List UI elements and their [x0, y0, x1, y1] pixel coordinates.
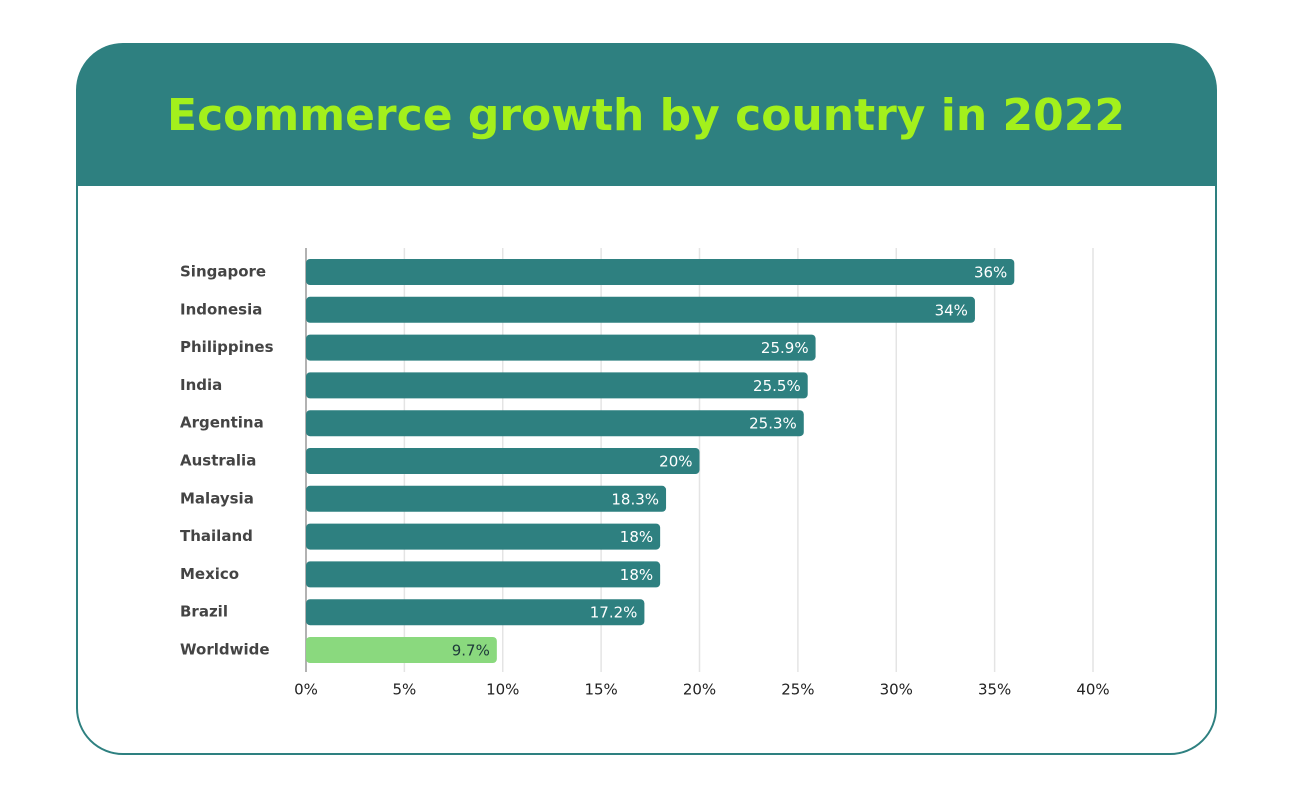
- bar: [306, 410, 804, 437]
- bar: [306, 637, 497, 663]
- y-tick-label: India: [180, 376, 222, 394]
- value-label: 20%: [659, 453, 692, 471]
- bar: [306, 448, 700, 474]
- y-tick-label: Worldwide: [180, 641, 270, 659]
- value-label: 25.5%: [753, 377, 801, 395]
- x-tick-label: 15%: [584, 681, 617, 699]
- y-tick-label: Mexico: [180, 565, 239, 583]
- value-label: 17.2%: [590, 604, 638, 622]
- bar: [306, 259, 1015, 285]
- y-tick-label: Indonesia: [180, 300, 262, 318]
- y-tick-label: Brazil: [180, 603, 228, 621]
- value-label: 18.3%: [611, 490, 659, 508]
- value-label: 9.7%: [452, 642, 490, 660]
- value-label: 36%: [974, 264, 1007, 282]
- x-tick-label: 25%: [781, 681, 814, 699]
- value-label: 25.9%: [761, 339, 809, 357]
- bar: [306, 296, 975, 323]
- chart-title: Ecommerce growth by country in 2022: [167, 90, 1125, 141]
- x-tick-label: 0%: [294, 681, 318, 699]
- value-label: 34%: [935, 301, 968, 319]
- x-tick-label: 30%: [880, 681, 913, 699]
- bar: [306, 372, 808, 399]
- x-tick-label: 5%: [392, 681, 416, 699]
- y-tick-label: Philippines: [180, 338, 274, 356]
- x-tick-label: 35%: [978, 681, 1011, 699]
- value-label: 18%: [620, 528, 653, 546]
- bar: [306, 523, 661, 550]
- bar: [306, 334, 816, 361]
- header: [77, 44, 1216, 186]
- y-tick-label: Malaysia: [180, 489, 254, 507]
- value-label: 25.3%: [749, 415, 797, 433]
- y-tick-label: Singapore: [180, 263, 266, 281]
- bar: [306, 599, 645, 626]
- x-tick-label: 10%: [486, 681, 519, 699]
- bar: [306, 485, 667, 512]
- bar: [306, 561, 661, 588]
- value-label: 18%: [620, 566, 653, 584]
- y-tick-label: Argentina: [180, 414, 264, 432]
- x-tick-label: 40%: [1076, 681, 1109, 699]
- y-tick-label: Australia: [180, 452, 256, 470]
- x-tick-label: 20%: [683, 681, 716, 699]
- y-tick-label: Thailand: [180, 527, 253, 545]
